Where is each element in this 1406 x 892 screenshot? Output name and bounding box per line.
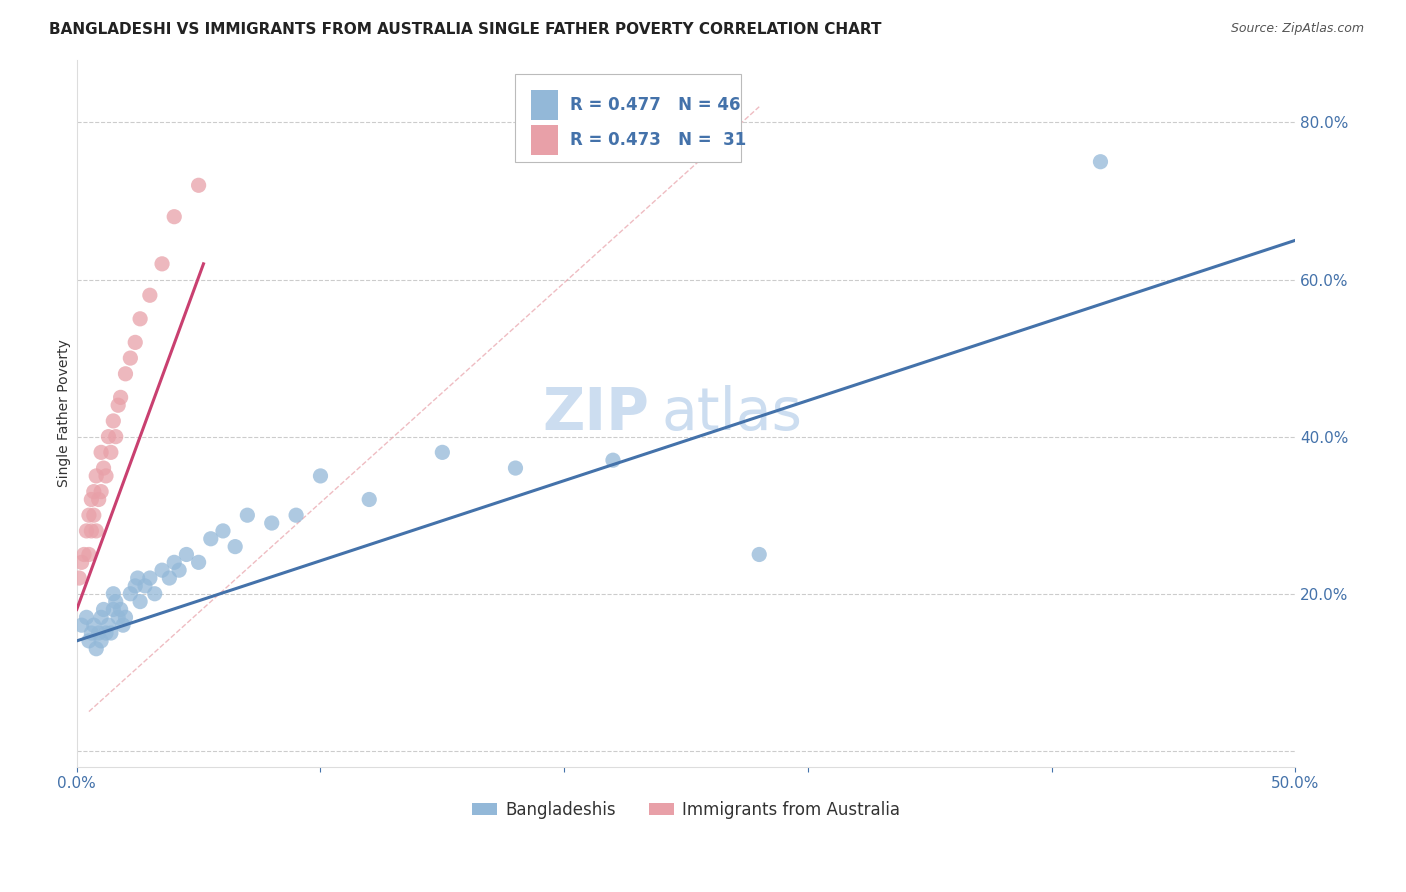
Point [167, 563, 190, 577]
Point [80, 626, 103, 640]
Point [107, 398, 129, 412]
Text: Source: ZipAtlas.com: Source: ZipAtlas.com [1230, 22, 1364, 36]
Point [84, 524, 107, 538]
Point [90, 610, 112, 624]
Point [187, 178, 209, 193]
Point [129, 311, 152, 326]
Text: R = 0.473   N =  31: R = 0.473 N = 31 [571, 131, 747, 149]
Point [107, 610, 129, 624]
Point [103, 602, 125, 616]
Point [176, 548, 198, 562]
Point [114, 610, 136, 624]
Point [120, 587, 142, 601]
Point [505, 461, 527, 475]
Point [143, 587, 166, 601]
Point [157, 571, 180, 585]
Point [93, 602, 115, 616]
Point [124, 579, 146, 593]
FancyBboxPatch shape [516, 74, 741, 162]
Point [150, 563, 173, 577]
FancyBboxPatch shape [531, 90, 558, 120]
Point [90, 484, 112, 499]
Point [94, 469, 117, 483]
Point [100, 445, 122, 459]
Point [1090, 154, 1112, 169]
Point [87, 492, 110, 507]
Point [103, 587, 125, 601]
Point [748, 548, 770, 562]
Point [84, 469, 107, 483]
Point [97, 618, 120, 632]
Point [309, 469, 332, 483]
Text: atlas: atlas [662, 384, 803, 442]
Point [94, 626, 117, 640]
Point [150, 257, 173, 271]
Point [120, 351, 142, 365]
Point [602, 453, 624, 467]
Point [187, 555, 209, 569]
Y-axis label: Single Father Poverty: Single Father Poverty [58, 339, 72, 487]
Point [83, 484, 105, 499]
Point [70, 618, 93, 632]
Point [90, 445, 112, 459]
Point [84, 641, 107, 656]
Legend: Bangladeshis, Immigrants from Australia: Bangladeshis, Immigrants from Australia [465, 794, 907, 825]
Point [114, 367, 136, 381]
Point [260, 516, 283, 530]
Point [139, 571, 162, 585]
Point [236, 508, 259, 523]
Point [104, 430, 127, 444]
Point [73, 548, 96, 562]
Point [93, 461, 115, 475]
Point [163, 210, 186, 224]
Point [100, 626, 122, 640]
Point [77, 548, 100, 562]
Point [139, 288, 162, 302]
Point [124, 335, 146, 350]
Point [67, 571, 90, 585]
Point [87, 626, 110, 640]
Point [77, 508, 100, 523]
Point [80, 524, 103, 538]
Point [77, 633, 100, 648]
Point [134, 579, 156, 593]
Point [80, 492, 103, 507]
Point [104, 594, 127, 608]
Point [76, 524, 98, 538]
Point [110, 390, 132, 404]
Point [76, 610, 98, 624]
Point [112, 618, 135, 632]
Text: BANGLADESHI VS IMMIGRANTS FROM AUSTRALIA SINGLE FATHER POVERTY CORRELATION CHART: BANGLADESHI VS IMMIGRANTS FROM AUSTRALIA… [49, 22, 882, 37]
Point [103, 414, 125, 428]
Point [127, 571, 149, 585]
Point [285, 508, 308, 523]
Point [83, 618, 105, 632]
Point [200, 532, 222, 546]
Point [70, 555, 93, 569]
Point [110, 602, 132, 616]
Text: ZIP: ZIP [543, 384, 650, 442]
Point [359, 492, 381, 507]
Point [83, 508, 105, 523]
Point [97, 430, 120, 444]
Point [224, 540, 246, 554]
Point [129, 594, 152, 608]
Point [212, 524, 235, 538]
Text: R = 0.477   N = 46: R = 0.477 N = 46 [571, 95, 741, 114]
Point [163, 555, 186, 569]
Point [90, 633, 112, 648]
FancyBboxPatch shape [531, 126, 558, 155]
Point [432, 445, 454, 459]
